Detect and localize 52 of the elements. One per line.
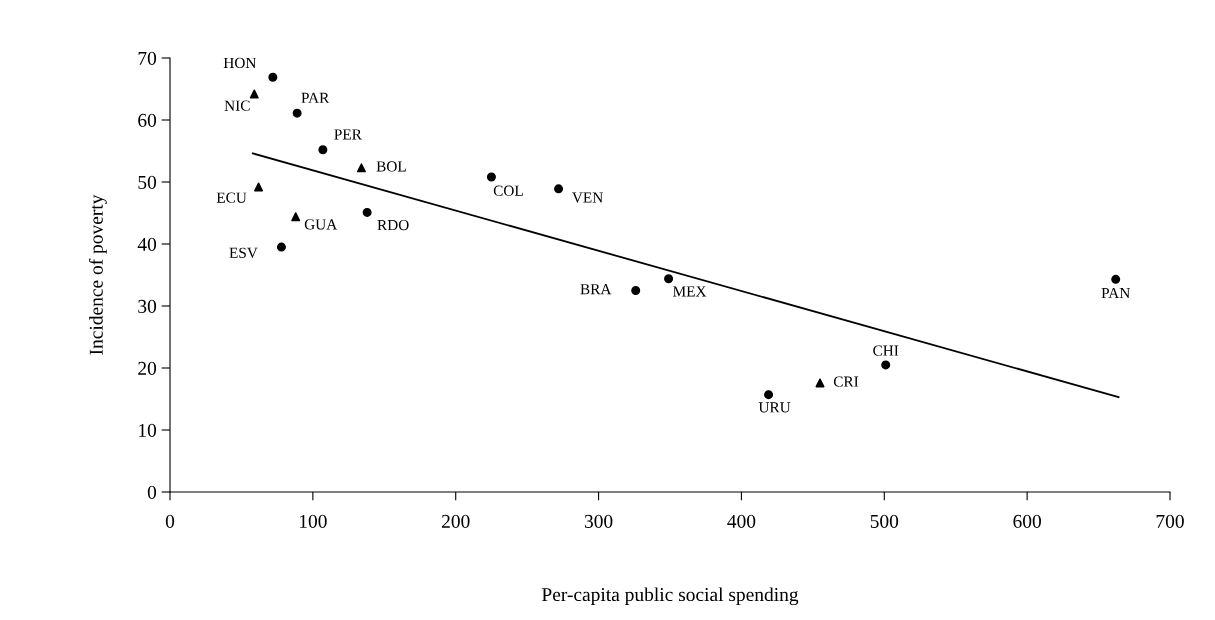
point [318,145,328,155]
point [486,172,496,182]
point [664,274,674,284]
point [764,390,774,400]
annotation: CHI [873,345,899,356]
point [1111,274,1121,284]
annotation: NIC [224,100,250,111]
point [356,163,366,173]
y-tick-label: 70 [138,51,157,65]
annotation: BRA [580,284,612,295]
point [268,72,278,82]
x-tick-label: 700 [1156,514,1184,528]
y-axis-title: Incidence of poverty [88,194,107,355]
x-tick-label: 600 [1013,514,1041,528]
x-tick-label: 400 [727,514,756,528]
point [291,212,301,222]
annotation: COL [493,185,523,196]
x-tick-label: 300 [584,514,613,528]
x-axis-title: Per-capita public social spending [541,587,799,606]
point [815,378,825,388]
y-tick-label: 50 [138,175,157,189]
annotation: ESV [229,247,258,259]
y-tick-label: 60 [138,113,157,127]
y-tick-label: 20 [138,361,157,375]
x-tick-label: 200 [441,514,470,528]
annotation: CRI [833,376,859,387]
point [881,360,891,370]
point [292,108,302,118]
point [254,182,264,192]
annotation: ECU [216,192,247,203]
annotation: BOL [376,161,406,172]
y-tick-label: 10 [139,423,157,437]
annotation: RDO [377,219,409,231]
annotation: MEX [673,286,707,297]
y-tick-label: 40 [137,237,157,251]
x-tick-label: 100 [299,514,327,528]
annotation: PAR [301,92,330,103]
y-tick-label: 0 [147,485,157,499]
annotation: PER [334,129,362,140]
annotation: HON [223,57,257,69]
point [631,286,641,295]
annotation: PAN [1101,287,1130,299]
y-tick-label: 30 [138,299,157,313]
annotation: VEN [572,192,603,203]
annotation: GUA [304,219,338,230]
x-tick-label: 500 [870,514,899,528]
point [249,89,259,99]
point [362,207,372,217]
x-tick-label: 0 [165,514,175,528]
point [554,184,564,194]
point [276,242,286,252]
annotation: URU [758,402,791,413]
